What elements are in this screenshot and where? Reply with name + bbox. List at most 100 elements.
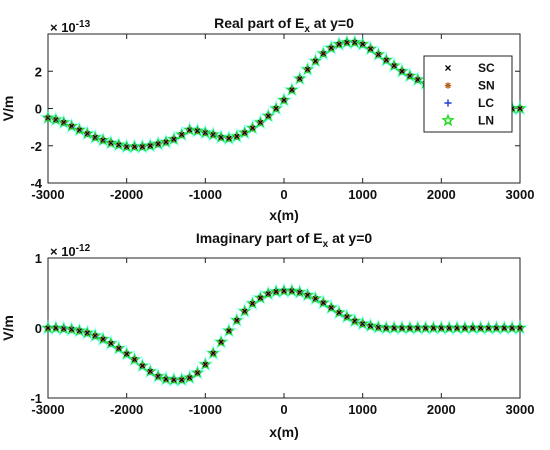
data-point-35 [314,44,332,61]
data-point-40 [354,35,372,52]
marker-sc [375,324,381,330]
x-tick-label: 2000 [427,187,456,202]
legend-label: LC [478,96,494,110]
marker-sc [187,127,193,133]
marker-sc [61,326,67,332]
data-point-9 [110,135,128,153]
marker-sc [124,351,130,357]
data-point-23 [220,129,238,146]
marker-sc [171,136,177,142]
marker-sc [454,325,460,331]
chart-title-subscript: x [323,239,329,250]
data-point-4 [70,120,88,138]
marker-sc [171,377,177,383]
legend-item-lc: LC [444,96,494,110]
marker-sc [187,375,193,381]
marker-sc [265,113,271,119]
marker-sc [312,296,319,302]
marker-sc [92,134,98,140]
legend-marker-lc [444,99,452,107]
data-point-3 [63,117,81,134]
marker-sc [336,41,342,47]
x-tick-label: -1000 [189,187,222,202]
marker-sc [438,325,444,331]
marker-sc [360,321,366,327]
marker-sc [155,141,161,147]
chart-title: Real part of Ex at y=0 [214,15,354,35]
marker-sc [100,336,106,342]
marker-sc [501,325,507,331]
marker-sc [391,63,397,69]
marker-sc [108,140,114,146]
chart-title-main: Imaginary part of E [196,230,323,246]
data-point-38 [338,307,356,325]
marker-sc [273,105,279,112]
marker-sc [399,68,405,74]
marker-sc [478,325,484,331]
legend-marker-sn [444,82,452,89]
chart-title-suffix: at y=0 [328,230,372,246]
marker-sc [45,115,51,121]
marker-sc [242,130,248,136]
data-point-6 [86,326,104,343]
data-point-25 [236,302,254,319]
legend-item-sn: SN [444,79,495,93]
data-point-44 [385,56,403,73]
x-tick-label: -1000 [189,402,222,417]
data-point-32 [291,283,309,300]
data-point-13 [141,136,159,154]
data-point-19 [188,363,206,381]
marker-sc [383,57,389,63]
marker-sc [423,325,429,331]
marker-sc [116,142,122,148]
marker-sc [116,345,122,351]
marker-sc [509,325,515,331]
marker-sc [367,46,374,52]
marker-sc [108,340,114,346]
marker-sc [61,119,67,126]
data-point-10 [118,344,136,362]
marker-sc [352,318,358,324]
data-point-41 [362,316,380,334]
marker-sc [100,137,106,143]
marker-sc [415,77,421,83]
marker-sc [430,325,437,331]
data-point-36 [322,39,340,56]
marker-sc [124,144,130,150]
data-point-18 [181,120,199,138]
legend-label: SC [478,61,495,75]
data-point-17 [173,370,191,388]
data-point-31 [283,80,301,98]
data-point-12 [133,137,151,154]
y-exponent-label: × 10-13 [50,19,91,35]
data-point-8 [102,334,120,351]
marker-sc [281,288,287,294]
marker-sc [139,363,145,369]
data-point-0 [39,108,57,126]
marker-sc [281,97,287,103]
x-tick-label: 1000 [348,187,377,202]
data-point-32 [291,69,309,86]
marker-sc [320,300,326,306]
marker-sc [210,350,216,356]
marker-sc [202,130,208,136]
marker-sc [407,325,413,331]
marker-sc [131,356,138,363]
chart-title-subscript: x [304,24,310,35]
marker-sc [69,123,75,129]
marker-sc [53,325,59,331]
data-point-39 [346,33,364,50]
data-point-60 [511,319,529,336]
y-axis-label: V/m [0,315,16,341]
marker-sc [289,87,295,93]
marker-sc [265,291,271,297]
marker-sc [163,376,169,382]
data-point-46 [401,66,419,84]
marker-sc [312,58,319,64]
data-point-60 [511,99,529,116]
x-tick-label: 2000 [427,402,456,417]
marker-sc [305,292,311,298]
data-point-42 [369,45,387,62]
chart-title: Imaginary part of Ex at y=0 [196,230,373,250]
